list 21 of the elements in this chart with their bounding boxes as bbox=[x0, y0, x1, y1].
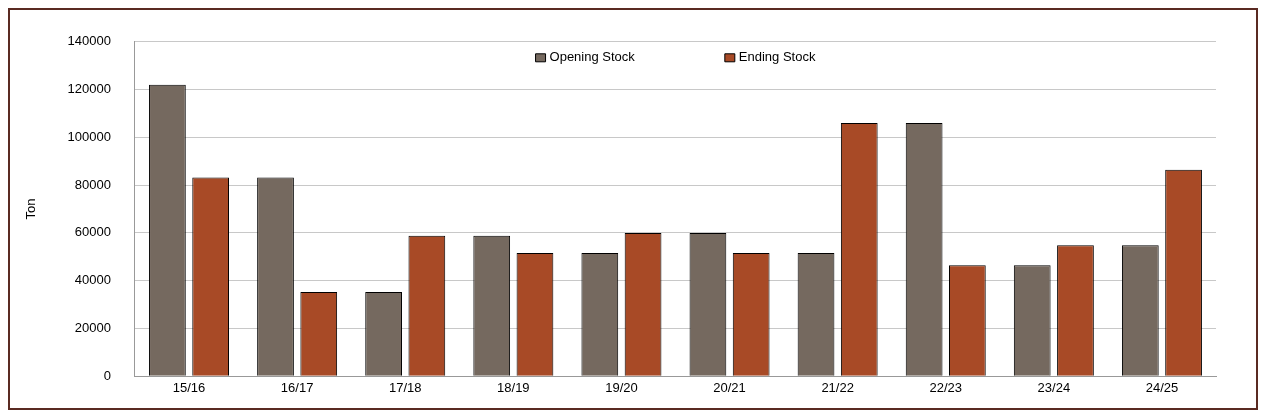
x-tick-label: 20/21 bbox=[713, 379, 746, 395]
x-tick-label: 16/17 bbox=[280, 379, 314, 395]
y-tick-label: 80000 bbox=[74, 176, 111, 192]
y-tick-label: 140000 bbox=[67, 33, 111, 49]
x-tick-label: 18/19 bbox=[497, 379, 530, 395]
legend-label: Ending Stock bbox=[738, 49, 816, 65]
y-axis-title: Ton bbox=[23, 198, 39, 220]
x-tick-label: 24/25 bbox=[1145, 379, 1179, 395]
y-tick-label: 100000 bbox=[67, 128, 111, 144]
y-tick-label: 0 bbox=[103, 367, 111, 383]
legend-label: Opening Stock bbox=[549, 49, 636, 65]
x-tick-label: 15/16 bbox=[172, 379, 206, 395]
y-tick-label: 60000 bbox=[74, 224, 111, 240]
x-tick-label: 19/20 bbox=[605, 379, 638, 395]
x-tick-label: 17/18 bbox=[388, 379, 422, 395]
x-tick-label: 21/22 bbox=[821, 379, 854, 395]
y-tick-label: 20000 bbox=[74, 320, 111, 336]
x-tick-label: 22/23 bbox=[929, 379, 963, 395]
y-tick-label: 120000 bbox=[67, 81, 111, 97]
x-tick-label: 23/24 bbox=[1037, 379, 1071, 395]
y-tick-label: 40000 bbox=[74, 272, 111, 288]
